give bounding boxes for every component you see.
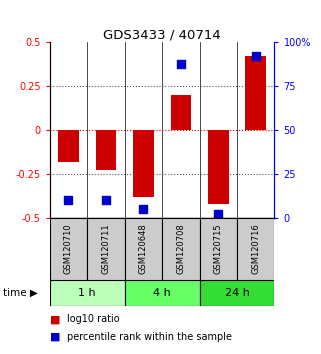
Text: GSM120715: GSM120715 bbox=[214, 223, 223, 274]
Text: 1 h: 1 h bbox=[78, 288, 96, 298]
Point bbox=[103, 198, 108, 203]
Text: GSM120711: GSM120711 bbox=[101, 223, 110, 274]
Bar bbox=[237, 218, 274, 280]
Point bbox=[178, 61, 183, 66]
Text: time ▶: time ▶ bbox=[3, 288, 38, 298]
Text: log10 ratio: log10 ratio bbox=[67, 314, 120, 324]
Text: GSM120716: GSM120716 bbox=[251, 223, 260, 274]
Point bbox=[66, 198, 71, 203]
Text: GSM120708: GSM120708 bbox=[176, 223, 185, 274]
Bar bbox=[246, 57, 266, 130]
Text: 4 h: 4 h bbox=[153, 288, 171, 298]
Bar bbox=[200, 218, 237, 280]
Bar bbox=[200, 280, 274, 306]
Text: 24 h: 24 h bbox=[225, 288, 249, 298]
Text: ■: ■ bbox=[50, 314, 60, 324]
Text: GSM120710: GSM120710 bbox=[64, 223, 73, 274]
Text: percentile rank within the sample: percentile rank within the sample bbox=[67, 332, 232, 342]
Bar bbox=[125, 280, 200, 306]
Point bbox=[141, 206, 146, 212]
Bar bbox=[208, 130, 229, 204]
Bar bbox=[58, 130, 79, 162]
Bar bbox=[87, 218, 125, 280]
Bar bbox=[125, 218, 162, 280]
Bar bbox=[96, 130, 116, 170]
Bar bbox=[162, 218, 200, 280]
Title: GDS3433 / 40714: GDS3433 / 40714 bbox=[103, 28, 221, 41]
Point bbox=[216, 211, 221, 217]
Bar bbox=[50, 280, 125, 306]
Point bbox=[253, 54, 258, 59]
Bar bbox=[50, 218, 87, 280]
Bar bbox=[170, 95, 191, 130]
Text: GSM120648: GSM120648 bbox=[139, 223, 148, 274]
Text: ■: ■ bbox=[50, 332, 60, 342]
Bar bbox=[133, 130, 154, 197]
